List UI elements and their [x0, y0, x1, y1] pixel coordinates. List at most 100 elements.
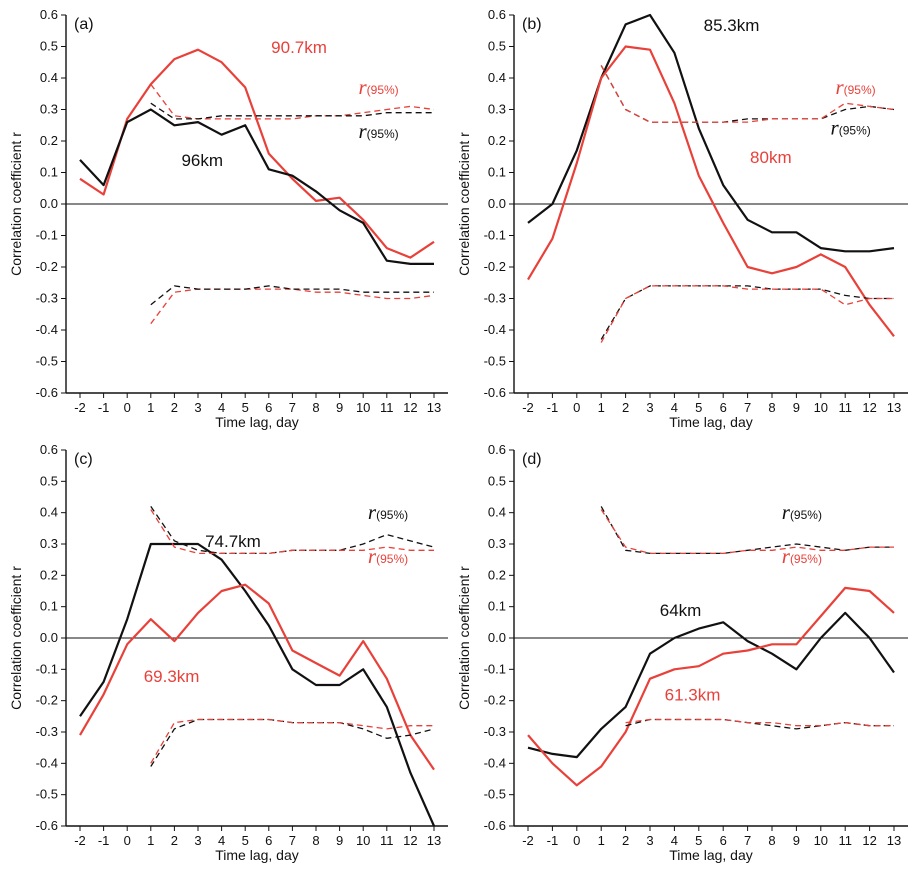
panel-a: 0.6 0.5 0.4 0.3 0.2 0.1 0.0 -0.1 -0.2 -0.3 -0.4 -0.… — [8, 7, 448, 430]
x-tick-label: 10 — [356, 833, 370, 848]
y-tick-label: 0.4 — [40, 505, 58, 520]
y-tick-label: 0.1 — [40, 599, 58, 614]
annotation-subscript: (95%) — [839, 124, 871, 138]
y-tick-label: 0.3 — [488, 102, 506, 117]
y-axis-title: Correlation coefficient r — [8, 132, 24, 276]
annotation-distance: 64km — [660, 601, 702, 620]
y-axis-title: Correlation coefficient r — [8, 566, 24, 710]
x-tick-label: 8 — [768, 833, 775, 848]
y-tick-label: 0.6 — [40, 442, 58, 457]
x-tick-label: 1 — [598, 833, 605, 848]
correlation-line-1 — [527, 586, 895, 787]
y-tick-label: 0.4 — [488, 505, 506, 520]
x-tick-label: 13 — [427, 400, 441, 415]
annotation-r95: r(95%) — [782, 544, 822, 568]
x-tick-label: 1 — [147, 400, 154, 415]
annotation-subscript: (95%) — [844, 83, 876, 97]
annotation-distance: 80km — [750, 148, 792, 167]
y-tick-label: 0.0 — [40, 196, 58, 211]
annotation-symbol: r — [368, 500, 377, 524]
dashed-threshold-line-5 — [600, 285, 894, 343]
x-tick-label: 6 — [265, 833, 272, 848]
annotation-subscript: (95%) — [367, 83, 399, 97]
annotation-symbol: r — [782, 544, 791, 568]
y-tick-label: -0.3 — [36, 724, 58, 739]
annotation-subscript: (95%) — [367, 127, 399, 141]
x-tick-label: 9 — [336, 833, 343, 848]
x-tick-label: 3 — [646, 833, 653, 848]
y-tick-label: 0.1 — [40, 165, 58, 180]
y-tick-label: 0.2 — [488, 567, 506, 582]
x-tick-label: 13 — [887, 400, 901, 415]
x-tick-label: 6 — [720, 833, 727, 848]
dashed-threshold-line-4 — [625, 718, 894, 730]
annotation-r95: r(95%) — [368, 500, 408, 524]
panel-b: 0.6 0.5 0.4 0.3 0.2 0.1 0.0 -0.1 -0.2 -0.3 -0.4 -0.… — [456, 7, 908, 430]
y-tick-label: 0.4 — [40, 70, 58, 85]
x-tick-label: 3 — [194, 833, 201, 848]
y-tick-label: 0.0 — [488, 196, 506, 211]
x-tick-label: 11 — [838, 400, 852, 415]
x-tick-label: 5 — [242, 833, 249, 848]
dashed-threshold-line-2 — [600, 65, 895, 123]
y-tick-label: -0.6 — [36, 385, 58, 400]
y-tick-label: 0.1 — [488, 165, 506, 180]
y-tick-label: 0.5 — [488, 473, 506, 488]
x-tick-label: 10 — [814, 833, 828, 848]
panel-label: (c) — [74, 451, 93, 468]
y-tick-label: -0.5 — [36, 787, 58, 802]
y-tick-label: -0.1 — [36, 228, 58, 243]
y-tick-label: 0.1 — [488, 599, 506, 614]
annotation-distance: 61.3km — [665, 686, 721, 705]
panel-label: (b) — [522, 16, 542, 33]
y-axis-title: Correlation coefficient r — [456, 566, 472, 710]
y-tick-label: 0.6 — [488, 7, 506, 22]
correlation-line-1 — [527, 45, 895, 337]
y-tick-label: 0.3 — [40, 102, 58, 117]
y-tick-label: 0.6 — [488, 442, 506, 457]
x-tick-label: 6 — [265, 400, 272, 415]
annotation-distance: 96km — [181, 151, 223, 170]
dashed-threshold-line-5 — [150, 285, 434, 306]
panel-d: 0.6 0.5 0.4 0.3 0.2 0.1 0.0 -0.1 -0.2 -0.3 -0.4 -0.… — [456, 442, 908, 863]
correlation-line-0 — [79, 542, 436, 827]
annotation-symbol: r — [835, 75, 844, 99]
x-tick-label: 7 — [744, 833, 751, 848]
x-tick-label: 13 — [427, 833, 441, 848]
annotation-symbol: r — [358, 75, 367, 99]
correlation-line-1 — [79, 583, 435, 771]
x-tick-label: 1 — [147, 833, 154, 848]
correlation-line-0 — [79, 48, 435, 259]
y-tick-label: -0.4 — [484, 322, 506, 337]
y-tick-label: 0.2 — [40, 567, 58, 582]
annotation-subscript: (95%) — [790, 552, 822, 566]
annotation-subscript: (95%) — [376, 508, 408, 522]
dashed-threshold-line-4 — [150, 718, 435, 767]
y-tick-label: 0.2 — [488, 133, 506, 148]
y-axis-title: Correlation coefficient r — [456, 132, 472, 276]
y-tick-label: 0.5 — [488, 39, 506, 54]
y-tick-label: -0.2 — [484, 693, 506, 708]
y-tick-label: -0.2 — [36, 693, 58, 708]
y-tick-label: -0.2 — [484, 259, 506, 274]
x-tick-label: -2 — [522, 833, 534, 848]
x-tick-label: 2 — [171, 400, 178, 415]
x-tick-label: 8 — [312, 833, 319, 848]
x-axis-title: Time lag, day — [215, 414, 299, 430]
x-tick-label: 5 — [695, 400, 702, 415]
y-tick-label: -0.1 — [484, 228, 506, 243]
x-axis-title: Time lag, day — [215, 847, 299, 863]
x-tick-label: 11 — [838, 833, 852, 848]
panel-c: 0.6 0.5 0.4 0.3 0.2 0.1 0.0 -0.1 -0.2 -0.3 -0.4 -0.… — [8, 442, 448, 863]
annotation-symbol: r — [368, 544, 377, 568]
y-tick-label: 0.3 — [40, 536, 58, 551]
x-tick-label: -2 — [74, 400, 86, 415]
y-tick-label: 0.5 — [40, 473, 58, 488]
x-tick-label: 4 — [671, 400, 678, 415]
y-tick-label: -0.5 — [484, 354, 506, 369]
y-tick-label: 0.0 — [40, 630, 58, 645]
annotation-distance: 85.3km — [704, 16, 760, 35]
x-tick-label: 2 — [622, 400, 629, 415]
x-tick-label: 0 — [573, 833, 580, 848]
